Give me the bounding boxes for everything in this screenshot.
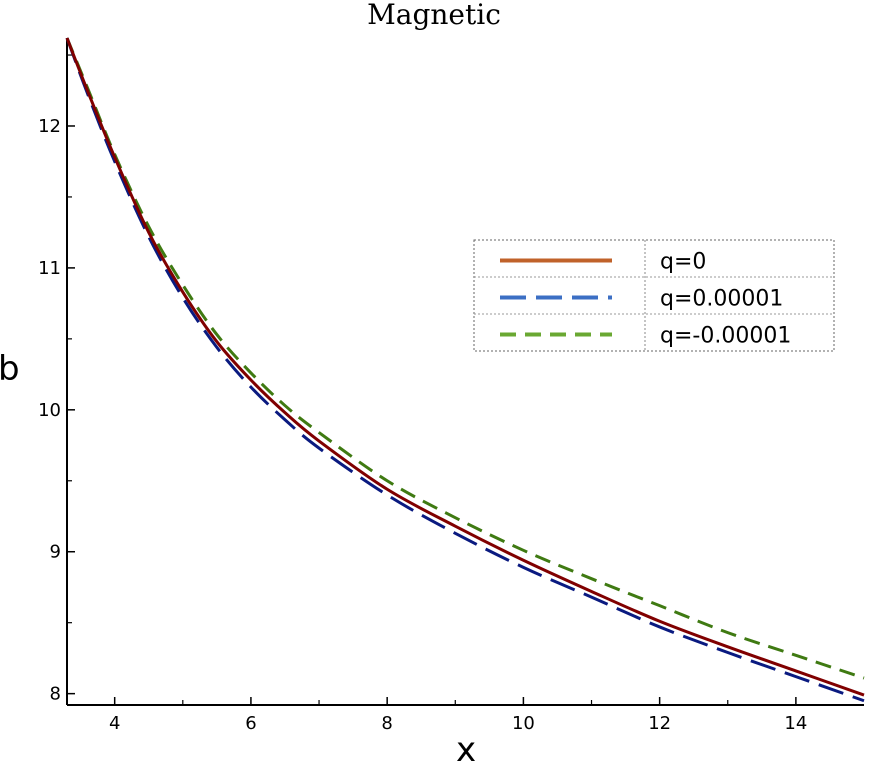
- y-tick-label: 10: [38, 400, 61, 421]
- x-axis-label: x: [456, 730, 476, 763]
- series-line-2: [65, 37, 865, 680]
- chart-title: Magnetic: [367, 0, 501, 31]
- y-tick-label: 8: [50, 684, 61, 705]
- legend: q=0 q=0.00001 q=-0.00001: [473, 239, 835, 352]
- y-tick-label: 9: [50, 542, 61, 563]
- x-tick-label: 12: [648, 713, 671, 734]
- x-tick-label: 6: [245, 713, 256, 734]
- x-tick-label: 10: [512, 713, 535, 734]
- series-line-1: [65, 37, 865, 703]
- y-tick-label: 11: [38, 258, 61, 279]
- x-axis: 4 6 8 10 12 14: [67, 697, 864, 734]
- x-tick-label: 8: [381, 713, 392, 734]
- legend-label-0: q=0: [660, 250, 706, 275]
- y-axis-label: b: [0, 349, 20, 389]
- x-tick-label: 14: [784, 713, 807, 734]
- x-tick-label: 4: [109, 713, 120, 734]
- y-tick-label: 12: [38, 116, 61, 137]
- series-line-0: [65, 37, 865, 697]
- legend-label-2: q=-0.00001: [660, 324, 791, 349]
- y-axis: 8 9 10 11 12: [38, 38, 75, 705]
- series-group: [65, 37, 865, 703]
- legend-label-1: q=0.00001: [660, 287, 783, 312]
